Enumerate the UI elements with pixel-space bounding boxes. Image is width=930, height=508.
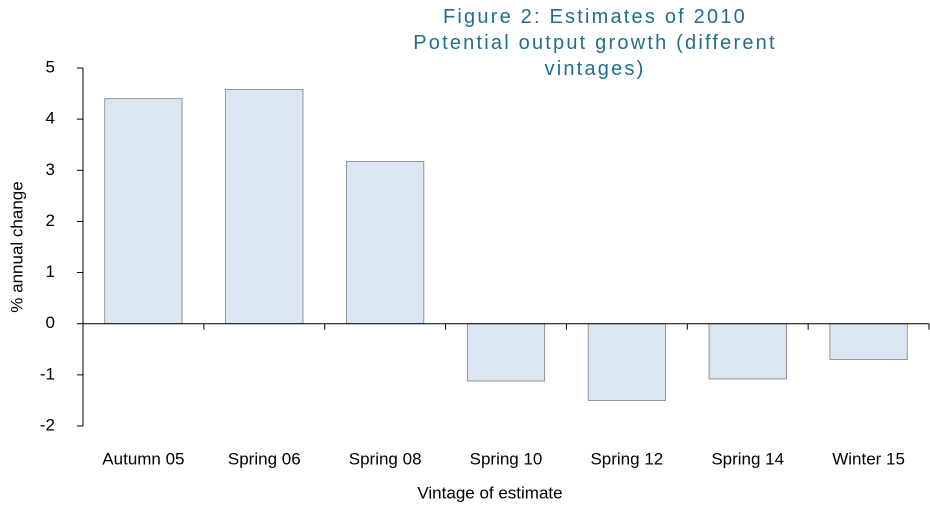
y-tick-label: 1 <box>46 262 55 281</box>
x-tick-label: Spring 08 <box>349 449 422 468</box>
bar <box>466 323 546 382</box>
x-tick-label: Spring 12 <box>590 449 663 468</box>
y-tick-label: -2 <box>40 415 55 434</box>
x-tick-label: Spring 06 <box>228 449 301 468</box>
bar <box>346 161 425 325</box>
x-tick-label: Winter 15 <box>832 449 905 468</box>
bar <box>829 323 908 360</box>
bar <box>104 98 183 325</box>
y-axis-label: % annual change <box>7 181 26 312</box>
x-tick-label: Spring 10 <box>470 449 543 468</box>
y-tick-label: 5 <box>46 57 55 76</box>
chart-title: Figure 2: Estimates of 2010 Potential ou… <box>413 6 777 80</box>
bar <box>587 323 666 401</box>
y-tick-label: 4 <box>46 109 55 128</box>
bar <box>225 89 304 325</box>
y-tick-label: -1 <box>40 364 55 383</box>
y-tick-label: 2 <box>46 211 55 230</box>
x-tick-label: Spring 14 <box>711 449 784 468</box>
bar <box>708 323 787 380</box>
y-tick-label: 3 <box>46 160 55 179</box>
x-tick-label: Autumn 05 <box>102 449 184 468</box>
x-axis-label: Vintage of estimate <box>417 483 562 502</box>
y-tick-label: 0 <box>46 313 55 332</box>
